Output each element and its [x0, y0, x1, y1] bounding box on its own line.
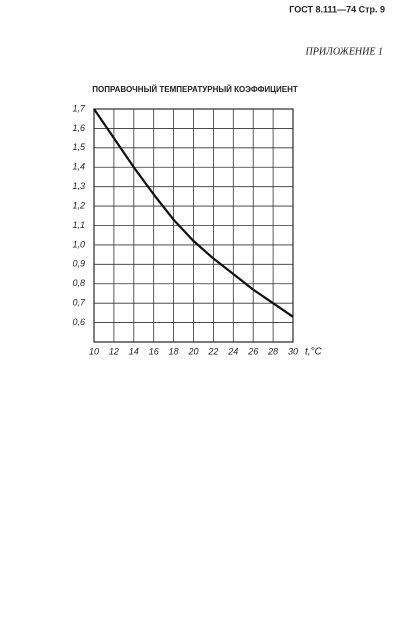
data-line	[93, 108, 294, 318]
y-tick-label: 1,7	[72, 103, 86, 113]
x-axis-label: t,°C	[305, 347, 323, 358]
x-tick-label: 16	[149, 346, 159, 356]
y-tick-label: 1,2	[72, 200, 85, 210]
appendix: ПРИЛОЖЕНИЕ 1	[305, 46, 384, 57]
y-tick-label: 0,7	[72, 298, 86, 308]
y-tick-label: 1,4	[72, 162, 85, 172]
y-tick-label: 1,0	[72, 239, 85, 249]
y-tick-label: 1,1	[72, 220, 85, 230]
x-tick-label: 18	[169, 346, 179, 356]
x-tick-label: 24	[227, 346, 238, 356]
y-tick-label: 0,8	[72, 278, 85, 288]
y-tick-label: 1,3	[72, 181, 85, 191]
doc-code: ГОСТ 8.111—74 Стр. 9	[289, 4, 385, 14]
y-tick-label: 1,6	[72, 123, 85, 133]
x-tick-label: 14	[129, 346, 139, 356]
x-tick-label: 10	[89, 346, 99, 356]
chart-title: ПОПРАВОЧНЫЙ ТЕМПЕРАТУРНЫЙ КОЭФФИЦИЕНТ	[92, 85, 298, 94]
y-tick-label: 0,6	[72, 317, 85, 327]
y-tick-label: 0,9	[72, 259, 85, 269]
x-tick-label: 26	[247, 346, 258, 356]
x-tick-label: 30	[288, 346, 298, 356]
x-tick-label: 22	[207, 346, 218, 356]
x-tick-label: 12	[109, 346, 119, 356]
x-tick-label: 28	[267, 346, 278, 356]
x-tick-label: 20	[187, 346, 198, 356]
y-tick-label: 1,5	[72, 142, 86, 152]
